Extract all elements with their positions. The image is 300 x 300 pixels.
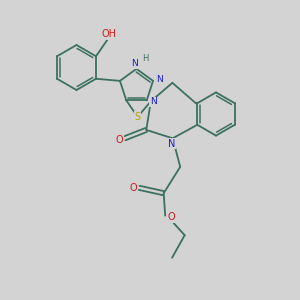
Text: N: N bbox=[167, 139, 175, 149]
Text: S: S bbox=[135, 112, 141, 122]
Text: OH: OH bbox=[101, 29, 116, 39]
Text: O: O bbox=[129, 183, 137, 193]
Text: O: O bbox=[116, 135, 123, 145]
Text: H: H bbox=[142, 54, 148, 63]
Text: N: N bbox=[156, 75, 163, 84]
Text: N: N bbox=[150, 97, 157, 106]
Text: O: O bbox=[168, 212, 176, 222]
Text: N: N bbox=[132, 59, 138, 68]
